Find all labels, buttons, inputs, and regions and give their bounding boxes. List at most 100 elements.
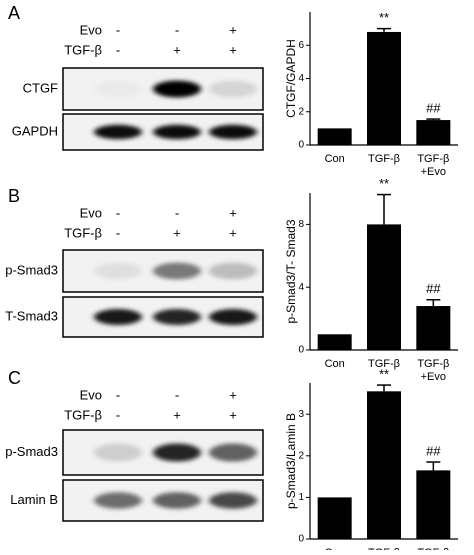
- band: [153, 309, 201, 325]
- band: [94, 443, 142, 462]
- sign: -: [116, 42, 120, 57]
- error-bar: [426, 461, 441, 471]
- sign: +: [229, 387, 237, 402]
- row-label: Evo: [80, 205, 102, 220]
- x-tick-label: Con: [325, 153, 345, 165]
- band: [94, 492, 142, 509]
- sign: +: [229, 407, 237, 422]
- y-tick-label: 2: [298, 450, 304, 461]
- x-tick-line: +Evo: [421, 371, 446, 383]
- bar: [416, 306, 451, 350]
- x-tick-label: TGF-β+Evo: [417, 153, 449, 178]
- band-label: GAPDH: [12, 123, 58, 138]
- bar: [367, 31, 401, 146]
- band: [94, 309, 142, 325]
- band-label: p-Smad3: [5, 262, 58, 277]
- band: [209, 124, 257, 140]
- sign: -: [175, 205, 179, 220]
- band: [94, 81, 142, 98]
- row-label: TGF-β: [64, 407, 102, 422]
- significance: ##: [426, 101, 441, 116]
- error-bar: [377, 193, 391, 225]
- x-tick-label: Con: [325, 358, 345, 370]
- bar: [416, 470, 451, 539]
- band: [209, 443, 257, 462]
- sign: -: [116, 225, 120, 240]
- panel-letter: C: [8, 368, 21, 388]
- y-tick-label: 0: [298, 345, 304, 356]
- sign: +: [173, 407, 181, 422]
- x-tick-line: +Evo: [421, 166, 446, 178]
- bar: [317, 497, 352, 539]
- sign: -: [175, 22, 179, 37]
- sign: +: [229, 22, 237, 37]
- y-tick-label: 3: [298, 409, 304, 420]
- row-label: TGF-β: [64, 225, 102, 240]
- band: [94, 124, 142, 140]
- sign: +: [229, 225, 237, 240]
- sign: -: [116, 205, 120, 220]
- x-tick-line: TGF-β: [417, 358, 449, 370]
- sign: +: [229, 205, 237, 220]
- sign: -: [116, 22, 120, 37]
- band: [94, 262, 142, 280]
- x-tick-line: TGF-β: [417, 153, 449, 165]
- x-tick-line: TGF-β: [368, 358, 400, 370]
- band-label: T-Smad3: [5, 308, 58, 323]
- significance: ##: [426, 443, 441, 458]
- band: [153, 443, 201, 462]
- y-tick-label: 0: [298, 140, 304, 151]
- x-tick-line: TGF-β: [368, 153, 400, 165]
- band-label: CTGF: [23, 80, 58, 95]
- y-tick-label: 6: [298, 40, 304, 51]
- band: [209, 262, 257, 280]
- x-tick-label: TGF-β+Evo: [417, 358, 449, 383]
- y-axis-label: p-Smad3/Lamin B: [284, 413, 298, 509]
- row-label: Evo: [80, 387, 102, 402]
- y-tick-label: 4: [298, 282, 304, 293]
- panel-letter: B: [8, 186, 20, 206]
- y-tick-label: 4: [298, 73, 304, 84]
- y-tick-label: 8: [298, 219, 304, 230]
- band: [209, 492, 257, 509]
- significance: ##: [426, 281, 441, 296]
- y-tick-label: 0: [298, 534, 304, 545]
- significance: **: [379, 176, 389, 191]
- error-bar: [377, 27, 391, 32]
- sign: -: [175, 387, 179, 402]
- band: [209, 80, 257, 98]
- bar: [317, 334, 352, 350]
- error-bar: [426, 299, 441, 307]
- error-bar: [426, 118, 441, 121]
- row-label: Evo: [80, 22, 102, 37]
- sign: -: [116, 387, 120, 402]
- y-axis-label: CTGF/GAPDH: [284, 39, 298, 118]
- significance: **: [379, 10, 389, 25]
- x-tick-line: Con: [325, 153, 345, 165]
- band: [153, 124, 201, 140]
- significance: **: [379, 367, 389, 382]
- panel-letter: A: [8, 3, 20, 23]
- band: [153, 492, 201, 509]
- band: [153, 80, 201, 98]
- sign: +: [229, 42, 237, 57]
- bar: [416, 120, 451, 145]
- bar: [317, 128, 352, 145]
- x-tick-label: TGF-β: [368, 358, 400, 370]
- sign: +: [173, 42, 181, 57]
- y-axis-label: p-Smad3/T- Smad3: [284, 219, 298, 323]
- band-label: p-Smad3: [5, 444, 58, 459]
- band: [209, 309, 257, 325]
- y-tick-label: 2: [298, 106, 304, 117]
- sign: -: [116, 407, 120, 422]
- bar: [367, 391, 401, 539]
- band: [153, 262, 201, 280]
- bar: [367, 224, 401, 350]
- x-tick-line: Con: [325, 358, 345, 370]
- band-label: Lamin B: [10, 492, 58, 507]
- sign: +: [173, 225, 181, 240]
- row-label: TGF-β: [64, 42, 102, 57]
- error-bar: [377, 384, 391, 392]
- x-tick-label: TGF-β: [368, 153, 400, 165]
